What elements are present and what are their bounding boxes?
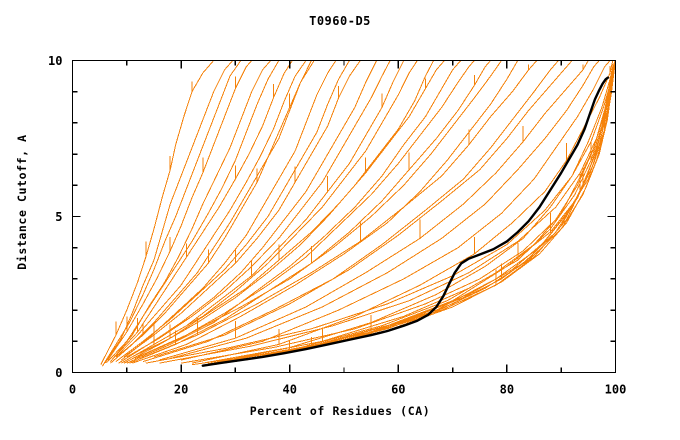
- y-axis-tick-label: 10: [48, 54, 62, 68]
- y-axis-tick-label: 5: [55, 210, 62, 224]
- prediction-curve: [118, 60, 378, 364]
- page-title: T0960-D5: [309, 14, 371, 28]
- prediction-curve: [159, 63, 615, 364]
- axes-layer: [71, 59, 617, 374]
- prediction-curve: [101, 60, 242, 367]
- prediction-curve: [202, 63, 614, 364]
- prediction-curve: [121, 60, 337, 361]
- prediction-curve: [246, 66, 615, 361]
- prediction-curve: [140, 60, 538, 359]
- prediction-curve: [126, 60, 391, 358]
- prediction-curve: [159, 60, 589, 361]
- prediction-curve: [110, 60, 315, 364]
- prediction-curve: [191, 60, 614, 364]
- prediction-curve: [121, 60, 405, 364]
- prediction-curve: [134, 60, 475, 359]
- prediction-curve: [180, 60, 611, 361]
- x-axis-tick-label: 100: [605, 383, 627, 397]
- y-axis-tick-label: 0: [55, 366, 62, 380]
- prediction-curve: [137, 60, 502, 358]
- prediction-curve: [129, 60, 491, 364]
- prediction-curve: [126, 60, 462, 364]
- prediction-curve: [170, 60, 600, 359]
- x-axis-tick-label: 40: [282, 383, 296, 397]
- x-axis-tick-label: 80: [500, 383, 514, 397]
- prediction-curve: [205, 72, 615, 367]
- prediction-curve: [115, 60, 307, 358]
- prediction-curve: [129, 60, 418, 359]
- prediction-curve: [105, 60, 280, 364]
- reference-curve: [201, 76, 610, 367]
- reference-curve-layer: [201, 76, 610, 367]
- prediction-curves-layer: [100, 60, 616, 367]
- x-axis-label: Percent of Residues (CA): [249, 404, 431, 418]
- prediction-curve: [153, 60, 573, 358]
- tick-labels-layer: 0 20 40 60 80 100 0 5 10: [48, 54, 626, 397]
- prediction-curve: [115, 60, 350, 362]
- x-axis-tick-label: 60: [391, 383, 405, 397]
- prediction-curve: [142, 60, 559, 363]
- prediction-curve: [104, 60, 234, 364]
- prediction-curve: [145, 66, 615, 364]
- x-axis-tick-label: 0: [69, 383, 76, 397]
- prediction-curve: [110, 60, 272, 362]
- prediction-curve: [262, 60, 616, 358]
- x-axis-tick-label: 20: [174, 383, 188, 397]
